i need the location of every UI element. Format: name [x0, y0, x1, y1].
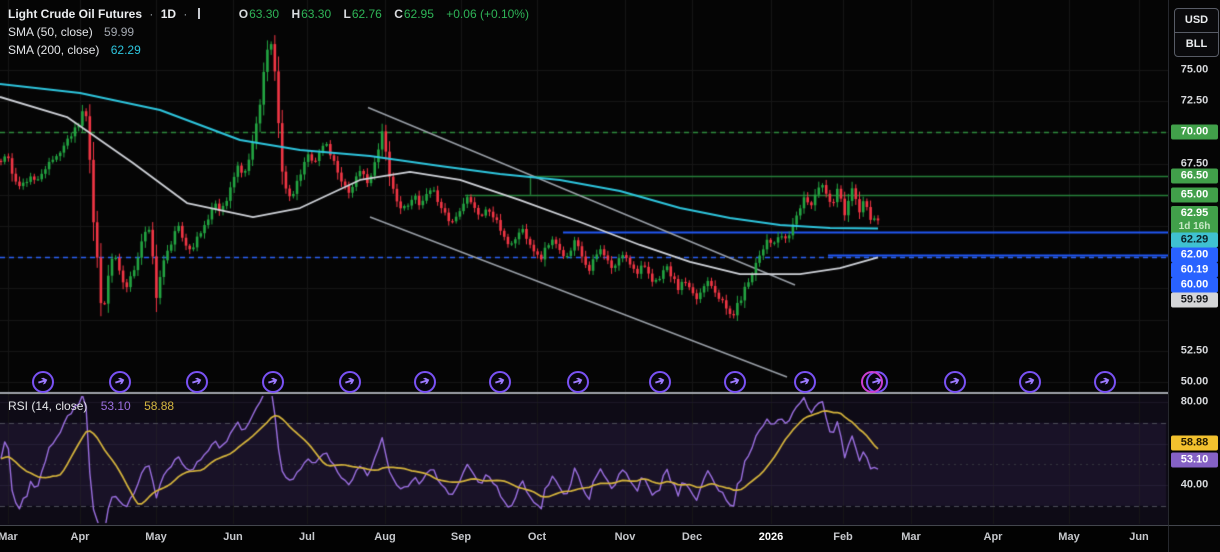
time-axis-month: 2026 [758, 531, 784, 543]
arrow-right-icon: ➔ [570, 372, 585, 390]
event-marker-icon[interactable]: ➔ [1019, 371, 1041, 393]
price-axis-label: 67.50 [1180, 157, 1209, 170]
price-axis[interactable]: 75.00 72.50 70.00 67.50 66.50 65.00 62.9… [1168, 0, 1220, 525]
arrow-right-icon: ➔ [112, 372, 127, 390]
price-axis-label: 53.10 [1171, 452, 1218, 468]
event-marker-icon[interactable]: ➔ [724, 371, 746, 393]
time-axis-month: May [145, 531, 167, 543]
price-axis-label: 75.00 [1180, 63, 1209, 76]
axis-corner [1168, 525, 1220, 552]
sma50-row: SMA (50, close) 59.99 [8, 23, 529, 41]
high-value: 63.30 [301, 7, 332, 21]
event-marker-icon[interactable]: ➔ [32, 371, 54, 393]
price-axis-label: 62.00 [1171, 247, 1218, 263]
time-axis-month: Aug [374, 531, 396, 543]
price-axis-label: 66.50 [1171, 168, 1218, 184]
symbol-row: Light Crude Oil Futures · 1D · O63.30 H6… [8, 5, 529, 23]
rsi-legend: RSI (14, close) 53.10 58.88 [8, 399, 174, 413]
price-axis-label: 62.29 [1171, 232, 1218, 248]
event-marker-icon[interactable]: ➔ [1094, 371, 1116, 393]
arrow-right-icon: ➔ [797, 372, 812, 390]
price-axis-label: 72.50 [1180, 94, 1209, 107]
time-axis-month: Sep [450, 531, 472, 543]
sma50-label[interactable]: SMA (50, close) [8, 25, 93, 39]
arrow-right-icon: ➔ [1097, 372, 1112, 390]
sma200-label[interactable]: SMA (200, close) [8, 43, 100, 57]
legend-caret [198, 8, 201, 19]
unit-option[interactable]: USD [1184, 14, 1209, 26]
time-axis-month: Feb [833, 531, 853, 543]
event-marker-icon[interactable]: ➔ [186, 371, 208, 393]
arrow-right-icon: ➔ [947, 372, 962, 390]
event-marker-icon[interactable]: ➔ [489, 371, 511, 393]
close-value: 62.95 [403, 7, 434, 21]
time-axis-month: Mar [901, 531, 921, 543]
time-axis-month: Jun [1129, 531, 1149, 543]
price-axis-label: 60.19 [1171, 262, 1218, 278]
sma50-value: 59.99 [104, 25, 135, 39]
time-axis-month: Oct [527, 531, 547, 543]
sma200-row: SMA (200, close) 62.29 [8, 41, 529, 59]
rsi-ma-value: 58.88 [144, 399, 175, 413]
open-value: 63.30 [249, 7, 280, 21]
price-axis-label: 58.88 [1171, 435, 1218, 451]
price-axis-label: 40.00 [1180, 478, 1209, 491]
event-marker-icon[interactable]: ➔ [794, 371, 816, 393]
price-axis-label: 52.50 [1180, 344, 1209, 357]
arrow-right-icon: ➔ [727, 372, 742, 390]
event-marker-icon[interactable]: ➔ [414, 371, 436, 393]
time-axis-month: Apr [983, 531, 1003, 543]
sma200-value: 62.29 [110, 43, 141, 57]
arrow-right-icon: ➔ [652, 372, 667, 390]
chart-canvas[interactable] [0, 0, 1168, 525]
event-marker-icon[interactable]: ➔ [861, 371, 888, 393]
legend-separator: · [183, 7, 188, 21]
price-axis-label: 59.99 [1171, 292, 1218, 308]
event-marker-icon[interactable]: ➔ [262, 371, 284, 393]
arrow-right-icon: ➔ [35, 372, 50, 390]
time-axis-month: Apr [70, 531, 90, 543]
arrow-right-icon: ➔ [265, 372, 280, 390]
price-axis-label: 70.00 [1171, 124, 1218, 140]
event-marker-icon[interactable]: ➔ [649, 371, 671, 393]
ohlc-values: O63.30 H63.30 L62.76 C62.95 +0.06 (+0.10… [230, 7, 529, 21]
unit-selector: USD BLL [1174, 8, 1219, 57]
chart-legend: Light Crude Oil Futures · 1D · O63.30 H6… [8, 5, 529, 59]
rsi-value: 53.10 [100, 399, 131, 413]
arrow-right-icon: ➔ [417, 372, 432, 390]
event-marker-icon[interactable]: ➔ [109, 371, 131, 393]
arrow-right-icon: ➔ [342, 372, 357, 390]
price-axis-label: 50.00 [1180, 375, 1209, 388]
time-axis-month: Mar [0, 531, 18, 543]
price-axis-label: 62.95 1d 16h [1171, 206, 1218, 234]
unit-option[interactable]: BLL [1175, 32, 1218, 56]
arrow-right-icon: ➔ [869, 372, 884, 390]
arrow-right-icon: ➔ [492, 372, 507, 390]
time-axis-month: Nov [614, 531, 636, 543]
event-marker-icon[interactable]: ➔ [944, 371, 966, 393]
change-value: +0.06 (+0.10%) [446, 7, 529, 21]
time-axis[interactable]: Mar Apr May Jun Jul Aug Sep Oct Nov Dec 2026 Feb Mar… [0, 525, 1168, 552]
rsi-label[interactable]: RSI (14, close) [8, 399, 88, 413]
low-value: 62.76 [351, 7, 382, 21]
price-axis-label: 60.00 [1171, 277, 1218, 293]
event-marker-icon[interactable]: ➔ [339, 371, 361, 393]
event-marker-icon[interactable]: ➔ [567, 371, 589, 393]
arrow-right-icon: ➔ [189, 372, 204, 390]
time-axis-month: May [1058, 531, 1080, 543]
time-axis-month: Jun [223, 531, 243, 543]
time-axis-month: Jul [299, 531, 315, 543]
time-axis-month: Dec [681, 531, 703, 543]
open-label: O [238, 7, 249, 21]
low-label: L [343, 7, 351, 21]
legend-separator: · [149, 7, 154, 21]
symbol-name[interactable]: Light Crude Oil Futures [8, 7, 142, 21]
price-axis-label: 65.00 [1171, 187, 1218, 203]
high-label: H [291, 7, 301, 21]
arrow-right-icon: ➔ [1022, 372, 1037, 390]
interval-selector[interactable]: 1D [160, 7, 177, 21]
close-label: C [394, 7, 403, 21]
price-axis-label: 80.00 [1180, 395, 1209, 408]
